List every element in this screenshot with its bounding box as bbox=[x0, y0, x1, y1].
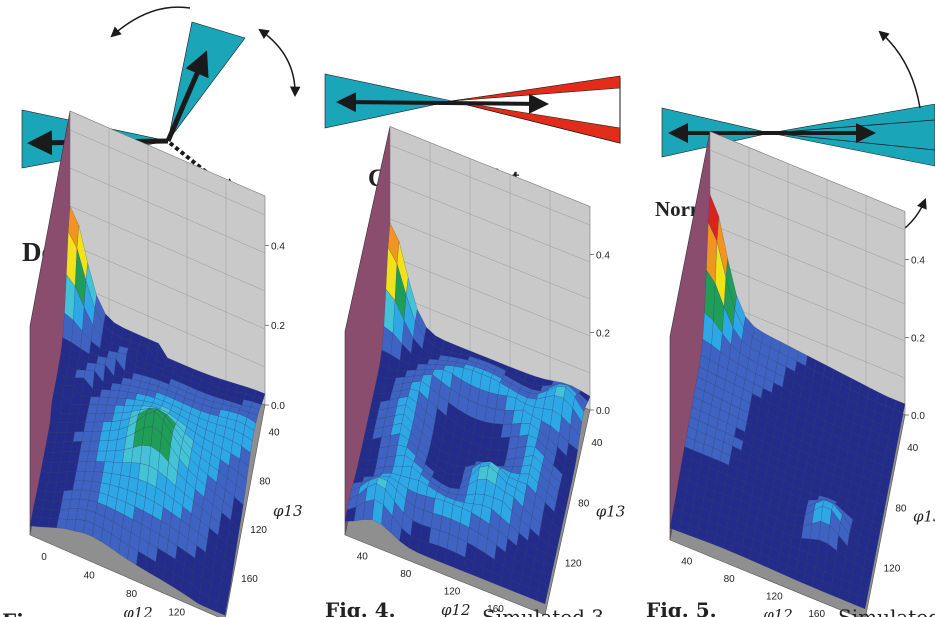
z-tick-label: 0.4 bbox=[271, 241, 285, 252]
z-tick-label: 0.2 bbox=[271, 321, 285, 332]
phi13-tick-label: 160 bbox=[241, 574, 258, 585]
phi13-tick-label: 120 bbox=[250, 525, 267, 536]
phi13-tick-label: 120 bbox=[565, 559, 582, 570]
surface-plot-normal: 0.0 0.2 0.4 40 80 120 160 40 80 120 φ12 φ13 bbox=[669, 131, 935, 617]
z-tick-label: 0.2 bbox=[596, 328, 610, 339]
normal-jet-diagram: Normal Jet Shape bbox=[655, 30, 935, 239]
caption-middle-tail: Simulated 3 bbox=[482, 605, 604, 617]
phi12-tick-label: 0 bbox=[41, 552, 47, 563]
wall-gridline bbox=[709, 260, 906, 342]
surface-cell bbox=[215, 601, 227, 616]
caption-left: Fig bbox=[2, 609, 38, 617]
wall-gridline bbox=[69, 243, 266, 330]
phi13-tick-label: 40 bbox=[268, 427, 280, 438]
wall-gridline bbox=[389, 144, 591, 226]
wall-gridline bbox=[709, 223, 906, 305]
phi12-tick-label: 80 bbox=[126, 589, 138, 600]
deflected-jet-upper-cone bbox=[167, 21, 246, 142]
wall-gridline bbox=[389, 292, 591, 374]
wall-gridline bbox=[389, 181, 591, 263]
phi12-tick-label: 120 bbox=[444, 586, 461, 597]
caption-right: Fig. 5. bbox=[646, 598, 717, 617]
phi12-tick-label: 40 bbox=[681, 557, 693, 568]
phi12-tick-label: 80 bbox=[724, 574, 736, 585]
caption-right-tail: Simulated bbox=[838, 605, 935, 617]
wall-gridline bbox=[709, 186, 906, 268]
phi13-tick-label: 40 bbox=[907, 443, 919, 454]
phi12-axis-label: φ12 bbox=[763, 606, 793, 617]
normal-jet-rotation-arrow-top bbox=[878, 30, 921, 109]
z-tick-label: 0.4 bbox=[911, 256, 925, 267]
phi13-tick-label: 80 bbox=[259, 476, 271, 487]
phi13-tick-label: 120 bbox=[884, 564, 901, 575]
wall-gridline bbox=[69, 129, 266, 216]
z-tick-label: 0.0 bbox=[596, 406, 610, 417]
wall-gridline bbox=[389, 218, 591, 300]
phi12-tick-label: 40 bbox=[357, 552, 369, 563]
rotation-arrow-top bbox=[110, 6, 191, 38]
phi13-tick-label: 80 bbox=[578, 498, 590, 509]
phi13-tick-label: 80 bbox=[895, 503, 907, 514]
phi13-axis-label: φ13 bbox=[273, 502, 303, 520]
phi12-axis-label: φ12 bbox=[123, 604, 153, 617]
surface-cell bbox=[855, 595, 867, 610]
deflected-jet-upper-arrow bbox=[165, 50, 209, 142]
rotation-arrow-right bbox=[258, 28, 301, 98]
phi12-axis-label: φ12 bbox=[441, 601, 471, 617]
z-tick-label: 0.0 bbox=[911, 411, 925, 422]
phi12-tick-label: 160 bbox=[808, 609, 825, 617]
wall-gridline bbox=[69, 167, 266, 254]
phi12-tick-label: 80 bbox=[400, 569, 412, 580]
phi13-tick-label: 40 bbox=[591, 438, 603, 449]
captions: Fig Fig. 4. Simulated 3 Fig. 5. Simulate… bbox=[2, 598, 935, 617]
phi12-tick-label: 120 bbox=[766, 591, 783, 602]
z-tick-label: 0.0 bbox=[271, 401, 285, 412]
wall-gridline bbox=[69, 205, 266, 292]
surface-cell bbox=[535, 590, 548, 605]
wall-gridline bbox=[389, 255, 591, 337]
wall-gridline bbox=[709, 149, 906, 231]
caption-middle: Fig. 4. bbox=[325, 598, 396, 617]
surface-plot-deflected: 0.0 0.2 0.4 0 40 80 120 40 80 120 160 φ12 φ13 bbox=[29, 110, 303, 617]
cherenkov-arrow bbox=[336, 92, 549, 114]
phi12-tick-label: 160 bbox=[487, 604, 504, 615]
phi13-axis-label: φ13 bbox=[596, 502, 626, 520]
wall-gridline bbox=[69, 281, 266, 368]
phi12-tick-label: 40 bbox=[84, 571, 96, 582]
surface-plot-cherenkov: 0.0 0.2 0.4 40 80 120 160 40 80 120 φ12 φ13 bbox=[344, 126, 626, 617]
phi12-tick-label: 120 bbox=[168, 608, 185, 617]
z-tick-label: 0.2 bbox=[911, 333, 925, 344]
z-tick-label: 0.4 bbox=[596, 251, 610, 262]
phi13-axis-label: φ13 bbox=[913, 507, 935, 525]
